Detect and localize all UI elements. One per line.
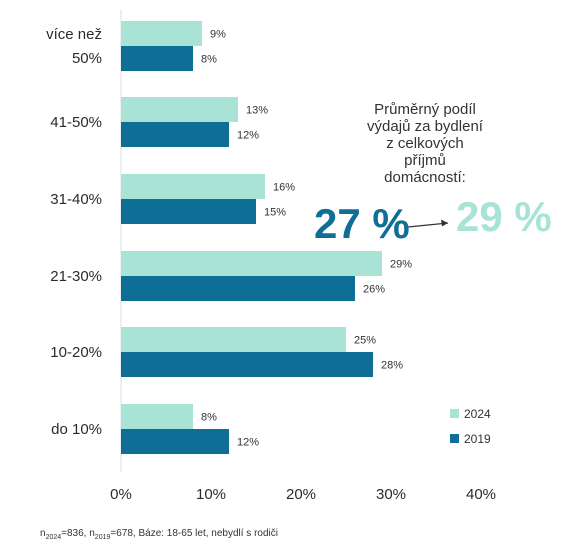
data-label: 9%: [210, 29, 226, 41]
footnote-sub-2019: 2019: [94, 534, 111, 541]
x-tick-label: 0%: [110, 486, 132, 503]
category-label: do 10%: [51, 421, 102, 438]
x-axis-ticks: 0% 10% 20% 30% 40%: [110, 486, 496, 503]
x-tick-label: 30%: [376, 486, 406, 503]
legend: 2024 2019: [450, 407, 491, 446]
annotation-line: domácností:: [384, 169, 466, 186]
average-2019-value: 27 %: [314, 200, 410, 247]
bar-2024: [121, 251, 382, 276]
category-label: 50%: [72, 50, 102, 67]
bar-2024: [121, 327, 346, 352]
x-tick-label: 10%: [196, 486, 226, 503]
footnote: n2024=836, n2019=678, Báze: 18-65 let, n…: [40, 528, 278, 541]
arrow-head-icon: [441, 219, 448, 227]
bar-2024: [121, 97, 238, 122]
bars-group: 9% 8% 13% 12% 16% 15% 29% 26% 25% 28% 8% 12%: [121, 21, 412, 454]
bar-2019: [121, 276, 355, 301]
category-labels: více než 50% 41-50% 31-40% 21-30% 10-20% do 10…: [46, 26, 102, 438]
bar-2024: [121, 21, 202, 46]
data-label: 12%: [237, 130, 259, 142]
bar-2019: [121, 429, 229, 454]
category-label: 10-20%: [50, 344, 102, 361]
data-label: 8%: [201, 412, 217, 424]
x-tick-label: 40%: [466, 486, 496, 503]
data-label: 12%: [237, 437, 259, 449]
footnote-text: =836, n: [61, 528, 95, 539]
bar-2024: [121, 174, 265, 199]
bar-2019: [121, 199, 256, 224]
annotation-line: Průměrný podíl: [374, 101, 476, 118]
bar-2019: [121, 46, 193, 71]
legend-swatch: [450, 409, 459, 418]
bar-2019: [121, 122, 229, 147]
category-label: více než: [46, 26, 102, 43]
data-label: 29%: [390, 259, 412, 271]
legend-label: 2024: [464, 407, 491, 421]
annotation-line: výdajů za bydlení: [367, 118, 483, 135]
annotation-line: příjmů: [404, 152, 446, 169]
footnote-sub-2024: 2024: [45, 534, 62, 541]
data-label: 16%: [273, 182, 295, 194]
category-label: 41-50%: [50, 114, 102, 131]
bar-2019: [121, 352, 373, 377]
data-label: 25%: [354, 335, 376, 347]
annotation-text: Průměrný podíl výdajů za bydlení z celko…: [350, 101, 500, 186]
category-label: 21-30%: [50, 268, 102, 285]
data-label: 28%: [381, 360, 403, 372]
data-label: 13%: [246, 105, 268, 117]
category-label: 31-40%: [50, 191, 102, 208]
legend-swatch: [450, 434, 459, 443]
average-2024-value: 29 %: [456, 193, 552, 240]
data-label: 15%: [264, 207, 286, 219]
data-label: 8%: [201, 54, 217, 66]
footnote-text: =678, Báze: 18-65 let, nebydlí s rodiči: [110, 528, 278, 539]
annotation-line: z celkových: [386, 135, 464, 152]
x-tick-label: 20%: [286, 486, 316, 503]
bar-2024: [121, 404, 193, 429]
footnote-n: n: [40, 528, 46, 539]
legend-label: 2019: [464, 432, 491, 446]
arrow-icon: [407, 222, 449, 228]
data-label: 26%: [363, 284, 385, 296]
